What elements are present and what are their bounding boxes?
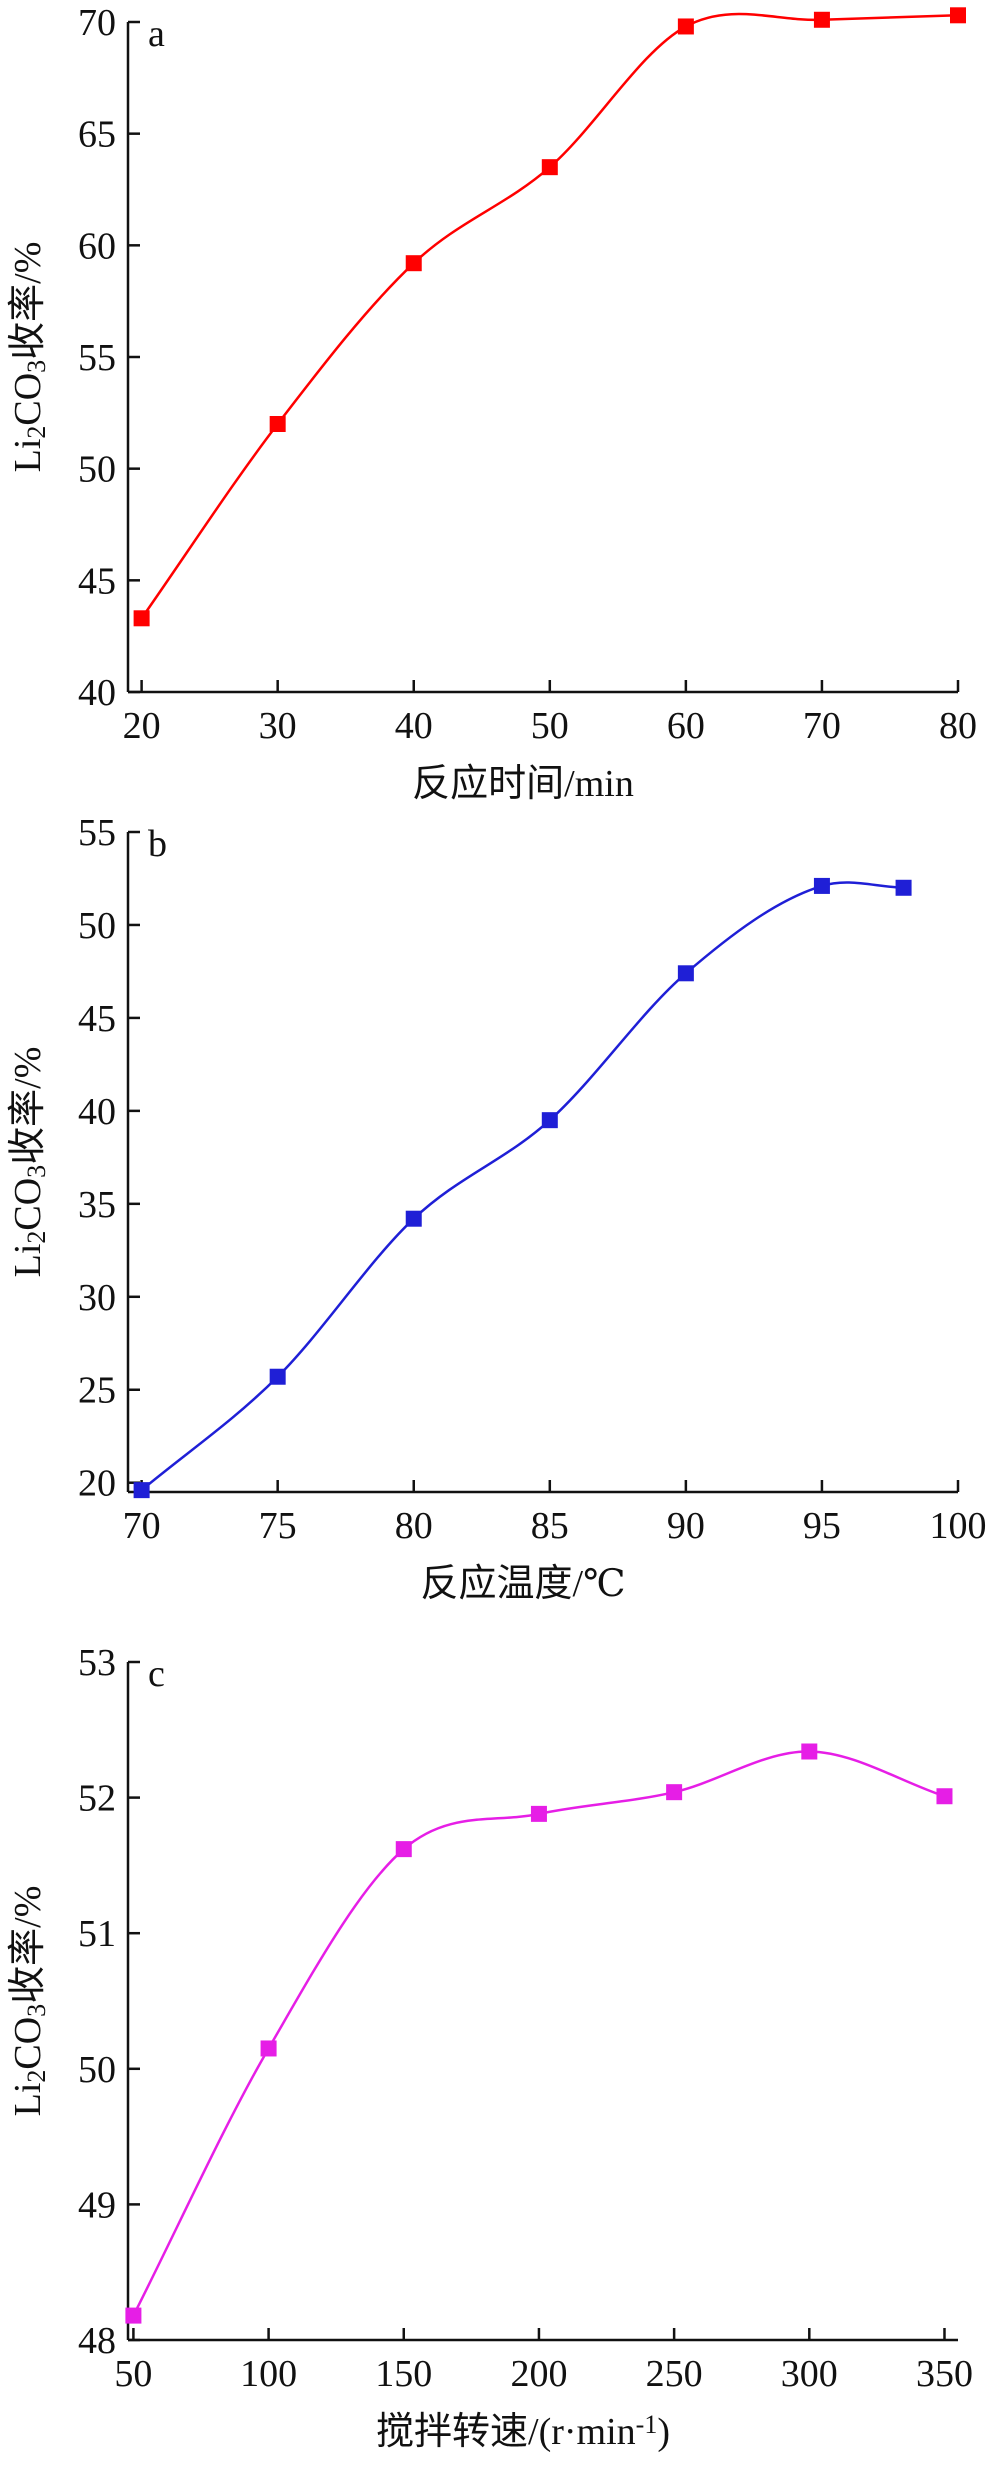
y-tick-label: 60: [78, 225, 116, 267]
data-point-marker: [813, 11, 830, 28]
y-tick-label: 52: [78, 1778, 116, 1820]
x-tick-label: 70: [803, 705, 841, 747]
y-tick-label: 30: [78, 1277, 116, 1319]
x-tick-label: 100: [930, 1505, 987, 1547]
data-point-marker: [405, 255, 422, 272]
y-tick-label: 35: [78, 1184, 116, 1226]
data-point-marker: [269, 416, 286, 432]
data-point-marker: [801, 1743, 818, 1760]
y-tick-label: 65: [78, 114, 116, 156]
y-tick-label: 20: [78, 1463, 116, 1505]
data-point-marker: [936, 1788, 953, 1805]
data-point-marker: [260, 2040, 277, 2057]
y-tick-label: 48: [78, 2320, 116, 2362]
x-tick-label: 250: [646, 2353, 703, 2395]
data-point-marker: [950, 7, 966, 24]
y-axis-title: Li2CO3收率/%: [7, 242, 51, 473]
x-tick-label: 80: [939, 705, 977, 747]
x-tick-label: 80: [395, 1505, 433, 1547]
data-point-marker: [395, 1841, 412, 1858]
y-tick-label: 70: [78, 2, 116, 44]
data-point-marker: [541, 1112, 558, 1129]
x-tick-label: 50: [114, 2353, 152, 2395]
y-tick-label: 50: [78, 449, 116, 491]
data-point-marker: [677, 965, 694, 982]
panel-letter: a: [148, 13, 165, 55]
panel-letter: b: [148, 823, 167, 865]
panel-letter: c: [148, 1653, 165, 1695]
y-tick-label: 45: [78, 998, 116, 1040]
x-tick-label: 100: [240, 2353, 297, 2395]
data-point-marker: [813, 877, 830, 894]
x-tick-label: 20: [123, 705, 161, 747]
data-point-marker: [530, 1805, 547, 1822]
series-line: [132, 1750, 945, 2317]
data-point-marker: [133, 1482, 150, 1499]
y-axis-title: Li2CO3收率/%: [7, 1047, 51, 1278]
x-tick-label: 50: [531, 705, 569, 747]
y-tick-label: 45: [78, 560, 116, 602]
chart-panel-b: 20 25 30 35 40 45 50 55 70 75 80 85 90 95 100 b 反应温度/℃ Li…: [7, 812, 987, 1605]
series-line: [140, 12, 959, 620]
x-tick-label: 60: [667, 705, 705, 747]
x-axis-title: 反应温度/℃: [420, 1563, 625, 1605]
x-tick-label: 75: [259, 1505, 297, 1547]
x-tick-label: 90: [667, 1505, 705, 1547]
x-tick-label: 85: [531, 1505, 569, 1547]
chart-panel-a: 40 45 50 55 60 65 70 20 30 40 50 60 70 80 a 反应时间/min Li2…: [7, 2, 977, 805]
data-point-marker: [666, 1784, 683, 1801]
data-point-marker: [269, 1368, 286, 1385]
x-tick-label: 30: [259, 705, 297, 747]
data-point-marker: [895, 879, 912, 896]
y-tick-label: 50: [78, 2049, 116, 2091]
x-tick-label: 40: [395, 705, 433, 747]
y-tick-label: 51: [78, 1913, 116, 1955]
x-axis-title: 搅拌转速/(r·min-1): [376, 2410, 670, 2453]
x-tick-label: 95: [803, 1505, 841, 1547]
y-tick-label: 55: [78, 812, 116, 854]
x-axis-title: 反应时间/min: [412, 763, 634, 805]
y-tick-label: 55: [78, 337, 116, 379]
x-tick-label: 70: [123, 1505, 161, 1547]
x-tick-label: 150: [375, 2353, 432, 2395]
data-point-marker: [541, 159, 558, 176]
y-tick-label: 40: [78, 1091, 116, 1133]
y-tick-label: 49: [78, 2184, 116, 2226]
x-tick-label: 200: [510, 2353, 567, 2395]
y-tick-label: 50: [78, 905, 116, 947]
y-tick-label: 25: [78, 1370, 116, 1412]
y-tick-label: 40: [78, 672, 116, 714]
data-point-marker: [405, 1210, 422, 1227]
x-tick-label: 300: [781, 2353, 838, 2395]
data-point-marker: [133, 610, 150, 627]
chart-panel-c: 48 49 50 51 52 53 50 100 150 200 250 300 350 c 搅拌转速/(r…: [7, 1642, 973, 2453]
y-axis-title: Li2CO3收率/%: [7, 1886, 51, 2117]
series-line: [140, 881, 904, 1492]
data-point-marker: [677, 18, 694, 35]
data-point-marker: [125, 2307, 142, 2324]
y-tick-label: 53: [78, 1642, 116, 1684]
x-tick-label: 350: [916, 2353, 973, 2395]
